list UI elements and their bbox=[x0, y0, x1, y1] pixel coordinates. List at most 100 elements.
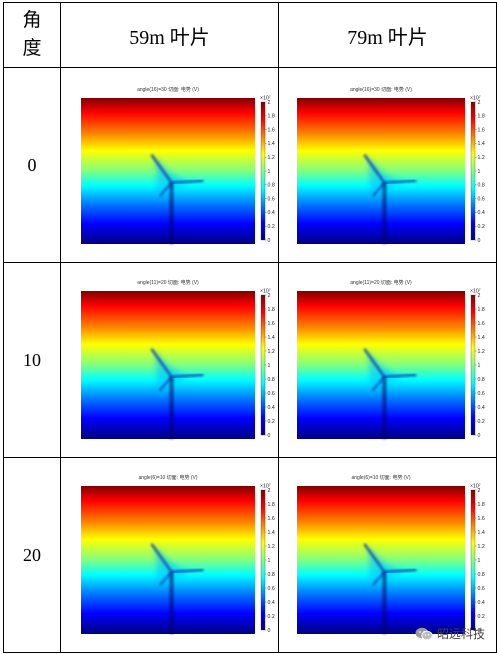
blade-disturbance bbox=[150, 154, 204, 244]
colorbar-tick-label: 1.6 bbox=[478, 516, 485, 522]
colorbar-tick-label: 0.4 bbox=[268, 600, 275, 606]
colorbar-tick-label: 0 bbox=[268, 238, 271, 244]
blade-disturbance bbox=[363, 543, 417, 634]
colorbar-tick-label: 1 bbox=[478, 558, 481, 564]
colorbar-tick-label: 1.8 bbox=[478, 502, 485, 508]
colorbar-tick-label: 1.2 bbox=[478, 155, 485, 161]
plot-title: angle(11)=20 切面: 电势 (V) bbox=[350, 279, 412, 286]
colorbar-tick-label: 0.2 bbox=[268, 419, 275, 425]
colorbar-tick-label: 1.4 bbox=[478, 141, 485, 147]
colorbar-tick-label: 1 bbox=[268, 169, 271, 175]
contour-plot: angle(16)=30 切面: 电势 (V) ×10⁷ 2 1.8 1.6 1.4 1.2… bbox=[279, 68, 496, 262]
colorbar-tick-label: 0.6 bbox=[478, 196, 485, 202]
colorbar-tick-label: 0.4 bbox=[478, 405, 485, 411]
colorbar-tick-label: 1.8 bbox=[268, 114, 275, 120]
colorbar-tick-label: 1.2 bbox=[268, 349, 275, 355]
row-label: 20 bbox=[3, 457, 61, 653]
colorbar bbox=[470, 294, 476, 436]
tower-shadow bbox=[169, 376, 174, 439]
colorbar-tick-label: 1 bbox=[478, 169, 481, 175]
contour-plot: angle(16)=30 切面: 电势 (V) ×10⁷ 2 1.8 1.6 1.4 1.2… bbox=[61, 68, 278, 262]
colorbar-tick-label: 1 bbox=[478, 363, 481, 369]
colorbar-tick-label: 0.2 bbox=[478, 614, 485, 620]
blade-disturbance bbox=[150, 348, 204, 439]
colorbar-tick-label: 1.6 bbox=[268, 321, 275, 327]
colorbar-tick-label: 1 bbox=[268, 363, 271, 369]
plot-cell-79m: angle(16)=30 切面: 电势 (V) ×10⁷ 2 1.8 1.6 1.4 1.2… bbox=[278, 67, 497, 263]
colorbar-exponent: ×10⁷ bbox=[470, 289, 481, 295]
colorbar-tick-label: 2 bbox=[268, 488, 271, 494]
colorbar bbox=[260, 489, 266, 631]
colorbar-tick-label: 0.4 bbox=[268, 210, 275, 216]
colorbar-tick-label: 0.8 bbox=[478, 572, 485, 578]
colorbar-tick-label: 0.8 bbox=[478, 183, 485, 189]
header-angle-char: 度 bbox=[22, 38, 42, 59]
plot-cell-59m: angle(16)=30 切面: 电势 (V) ×10⁷ 2 1.8 1.6 1.4 1.2… bbox=[60, 67, 279, 263]
colorbar-tick-label: 0 bbox=[478, 628, 481, 634]
blade-disturbance bbox=[363, 154, 417, 244]
row-label: 0 bbox=[3, 67, 61, 263]
colorbar-tick-label: 1.2 bbox=[478, 349, 485, 355]
colorbar-tick-label: 1.2 bbox=[268, 155, 275, 161]
colorbar-tick-label: 2 bbox=[478, 293, 481, 299]
colorbar-tick-label: 1.6 bbox=[268, 516, 275, 522]
colorbar-tick-label: 0.6 bbox=[268, 586, 275, 592]
colorbar-tick-label: 1.4 bbox=[268, 335, 275, 341]
colorbar-tick-label: 1.6 bbox=[268, 127, 275, 133]
colorbar-tick-label: 0.6 bbox=[268, 196, 275, 202]
colorbar bbox=[260, 101, 266, 241]
colorbar-tick-label: 0.4 bbox=[478, 210, 485, 216]
colorbar-tick-label: 0.4 bbox=[268, 405, 275, 411]
colorbar-tick-label: 1.8 bbox=[478, 114, 485, 120]
colorbar-tick-label: 1 bbox=[268, 558, 271, 564]
tower-shadow bbox=[382, 182, 387, 244]
header-59m: 59m 叶片 bbox=[60, 2, 279, 68]
colorbar-tick-label: 1.8 bbox=[268, 502, 275, 508]
colorbar-tick-label: 0.6 bbox=[478, 586, 485, 592]
header-angle-char: 角 bbox=[22, 10, 42, 31]
plot-cell-79m: angle(6)=10 切面: 电势 (V) ×10⁷ 2 1.8 1.6 1.4 1.2 1… bbox=[278, 457, 497, 653]
colorbar-exponent: ×10⁷ bbox=[260, 484, 271, 490]
colorbar-tick-label: 1.2 bbox=[268, 544, 275, 550]
row-angle-10: 10 angle(11)=20 切面: 电势 (V) ×10⁷ 2 1.8 1.6 1.4… bbox=[3, 262, 497, 458]
header-79m: 79m 叶片 bbox=[278, 2, 497, 68]
colorbar-exponent: ×10⁷ bbox=[470, 484, 481, 490]
plot-title: angle(6)=10 切面: 电势 (V) bbox=[138, 474, 197, 481]
plot-title: angle(11)=20 切面: 电势 (V) bbox=[137, 279, 199, 286]
colorbar-exponent: ×10⁷ bbox=[260, 289, 271, 295]
tower-shadow bbox=[382, 376, 387, 439]
colorbar-tick-label: 0 bbox=[268, 433, 271, 439]
colorbar-tick-label: 1.6 bbox=[478, 321, 485, 327]
colorbar-tick-label: 2 bbox=[268, 100, 271, 106]
colorbar-tick-label: 2 bbox=[268, 293, 271, 299]
watermark: 昭远科技 bbox=[415, 625, 485, 642]
colorbar-tick-label: 1.8 bbox=[478, 307, 485, 313]
plot-cell-59m: angle(6)=10 切面: 电势 (V) ×10⁷ 2 1.8 1.6 1.4 1.2 1… bbox=[60, 457, 279, 653]
colorbar-tick-label: 1.8 bbox=[268, 307, 275, 313]
watermark-text: 昭远科技 bbox=[436, 627, 485, 641]
row-label: 10 bbox=[3, 262, 61, 458]
colorbar-tick-label: 0.2 bbox=[268, 614, 275, 620]
colorbar-tick-label: 0.2 bbox=[478, 224, 485, 230]
colorbar-tick-label: 0.2 bbox=[478, 419, 485, 425]
plot-cell-59m: angle(11)=20 切面: 电势 (V) ×10⁷ 2 1.8 1.6 1.4 1.2… bbox=[60, 262, 279, 458]
contour-plot: angle(6)=10 切面: 电势 (V) ×10⁷ 2 1.8 1.6 1.4 1.2 1… bbox=[279, 458, 496, 652]
colorbar-tick-label: 1.2 bbox=[478, 544, 485, 550]
colorbar-tick-label: 0.8 bbox=[268, 572, 275, 578]
tower-shadow bbox=[382, 571, 387, 634]
contour-plot: angle(11)=20 切面: 电势 (V) ×10⁷ 2 1.8 1.6 1.4 1.2… bbox=[61, 263, 278, 457]
tower-shadow bbox=[169, 571, 174, 634]
colorbar-tick-label: 0.6 bbox=[478, 391, 485, 397]
blade-disturbance bbox=[363, 348, 417, 439]
blade-disturbance bbox=[150, 543, 204, 634]
plot-title: angle(16)=30 切面: 电势 (V) bbox=[350, 86, 412, 93]
colorbar-exponent: ×10⁷ bbox=[260, 96, 271, 102]
colorbar-tick-label: 0.6 bbox=[268, 391, 275, 397]
header-angle-label: 角度 bbox=[22, 10, 41, 59]
colorbar-tick-label: 0 bbox=[268, 628, 271, 634]
colorbar-tick-label: 1.6 bbox=[478, 127, 485, 133]
tower-shadow bbox=[169, 182, 174, 244]
